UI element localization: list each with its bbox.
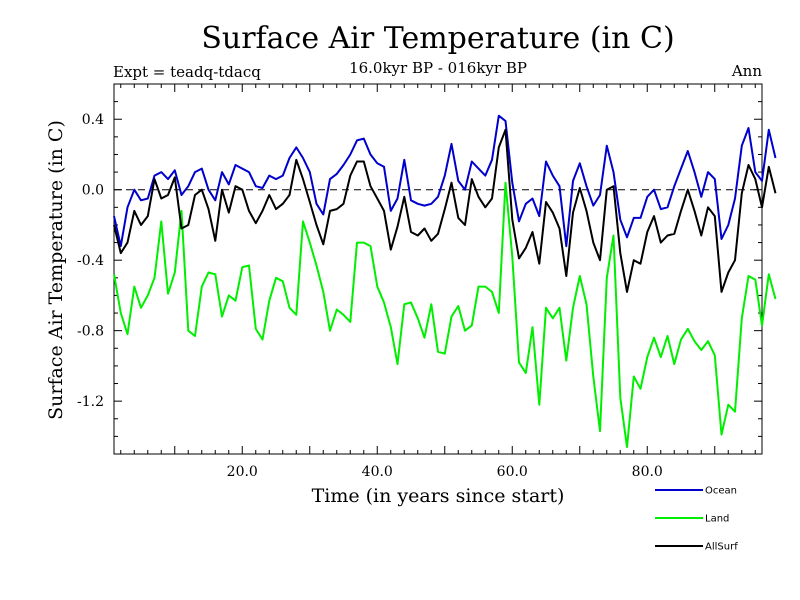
y-tick-label: 0.0	[82, 183, 104, 199]
legend-label-ocean: Ocean	[705, 486, 737, 497]
series-line-allsurf	[113, 128, 777, 293]
legend-label-land: Land	[705, 514, 729, 525]
legend-label-allsurf: AllSurf	[705, 542, 738, 553]
season-label: Ann	[731, 62, 762, 80]
x-tick-label: 60.0	[497, 464, 528, 480]
x-tick-label: 80.0	[632, 464, 663, 480]
x-tick-label: 40.0	[362, 464, 393, 480]
expt-label: Expt = teadq-tdacq	[113, 63, 261, 81]
plot-frame	[113, 83, 763, 455]
x-tick-label: 20.0	[227, 464, 258, 480]
chart-subtitle: 16.0kyr BP - 016kyr BP	[349, 59, 527, 77]
series-line-ocean	[113, 114, 777, 248]
y-tick-label: -1.2	[77, 394, 104, 410]
y-axis-ticks: 0.4 0.0 -0.4 -0.8 -1.2	[77, 83, 762, 455]
series-lines	[113, 114, 777, 448]
x-axis-ticks: 20.0 40.0 60.0 80.0	[120, 84, 756, 480]
y-tick-label: -0.4	[77, 253, 104, 269]
y-axis-label: Surface Air Temperature (in C)	[45, 120, 67, 420]
series-line-land	[113, 181, 777, 448]
y-tick-label: -0.8	[77, 324, 104, 340]
legend: Ocean Land AllSurf	[655, 486, 738, 553]
x-axis-label: Time (in years since start)	[312, 485, 565, 507]
chart-title: Surface Air Temperature (in C)	[201, 21, 674, 56]
y-tick-label: 0.4	[82, 112, 104, 128]
